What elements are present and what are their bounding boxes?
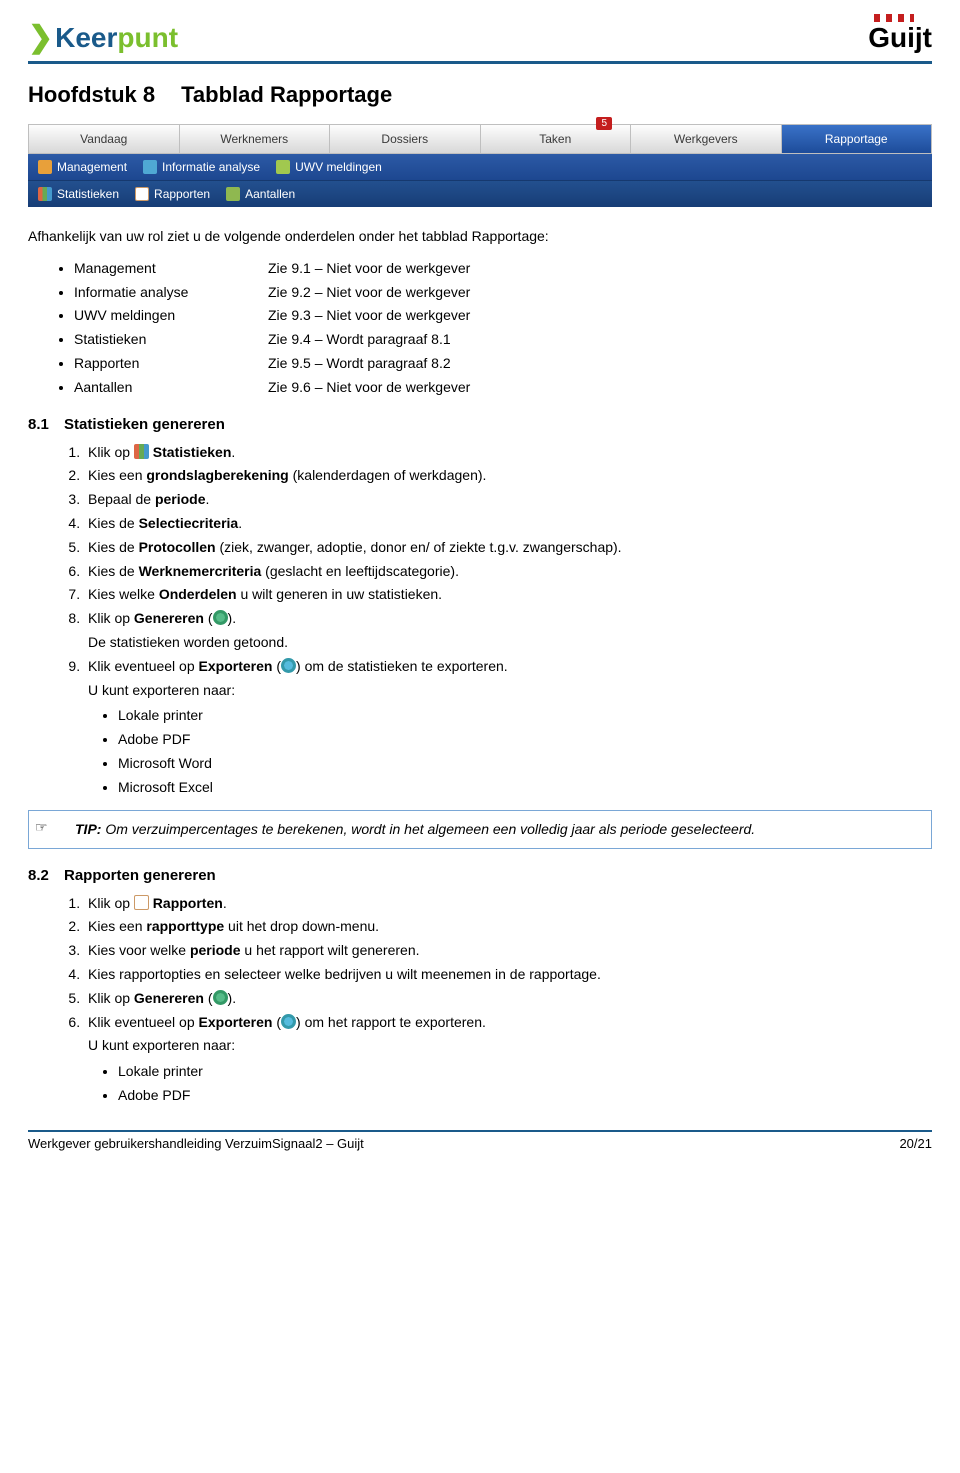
- map-right-item: Zie 9.4 – Wordt paragraaf 8.1: [268, 328, 932, 352]
- sub-aantallen[interactable]: Aantallen: [226, 187, 295, 201]
- counts-icon: [226, 187, 240, 201]
- chapter-number: Hoofdstuk 8: [28, 82, 155, 107]
- step-item: Bepaal de periode.: [84, 488, 932, 512]
- tab-vandaag[interactable]: Vandaag: [29, 125, 180, 153]
- step-item: Kies een rapporttype uit het drop down-m…: [84, 915, 932, 939]
- sub-informatie[interactable]: Informatie analyse: [143, 160, 260, 174]
- step-item: Kies de Selectiecriteria.: [84, 512, 932, 536]
- sec-title: Rapporten genereren: [64, 867, 216, 884]
- map-left-item: Statistieken: [74, 328, 268, 352]
- step-item: Kies voor welke periode u het rapport wi…: [84, 939, 932, 963]
- export-option: Microsoft Word: [118, 752, 932, 776]
- map-right-item: Zie 9.2 – Niet voor de werkgever: [268, 281, 932, 305]
- logo-keerpunt: ❯ Keerpunt: [28, 20, 178, 55]
- step-item: Kies rapportopties en selecteer welke be…: [84, 963, 932, 987]
- gear-icon: [213, 610, 228, 625]
- page-header: ❯ Keerpunt Guijt: [28, 20, 932, 55]
- tab-werkgevers[interactable]: Werkgevers: [631, 125, 782, 153]
- section-8-2-heading: 8.2Rapporten genereren: [28, 867, 932, 884]
- page-footer: Werkgever gebruikershandleiding VerzuimS…: [28, 1136, 932, 1151]
- uwv-icon: [276, 160, 290, 174]
- tab-taken-label: Taken: [539, 132, 571, 146]
- export-option: Microsoft Excel: [118, 776, 932, 800]
- mapping-table: Management Informatie analyse UWV meldin…: [28, 257, 932, 400]
- hand-icon: ☞: [35, 817, 48, 838]
- tab-rapportage[interactable]: Rapportage: [782, 125, 932, 153]
- export-icon: [281, 1014, 296, 1029]
- map-left-item: Informatie analyse: [74, 281, 268, 305]
- step-item: Klik op Genereren ().De statistieken wor…: [84, 607, 932, 655]
- mapping-right: Zie 9.1 – Niet voor de werkgever Zie 9.2…: [268, 257, 932, 400]
- footer-rule: [28, 1130, 932, 1132]
- subbar-bottom: Statistieken Rapporten Aantallen: [28, 181, 932, 207]
- export-option: Lokale printer: [118, 1060, 932, 1084]
- report-icon: [135, 187, 149, 201]
- map-right-item: Zie 9.1 – Niet voor de werkgever: [268, 257, 932, 281]
- step-item: Kies de Protocollen (ziek, zwanger, adop…: [84, 536, 932, 560]
- gear-icon: [213, 990, 228, 1005]
- sub-uwv[interactable]: UWV meldingen: [276, 160, 382, 174]
- page-title: Hoofdstuk 8 Tabblad Rapportage: [28, 82, 932, 108]
- stats-icon: [134, 444, 149, 459]
- step-item: Kies welke Onderdelen u wilt generen in …: [84, 583, 932, 607]
- footer-right: 20/21: [899, 1136, 932, 1151]
- sub-rapporten[interactable]: Rapporten: [135, 187, 210, 201]
- chapter-name: Tabblad Rapportage: [181, 82, 392, 107]
- report-icon: [134, 895, 149, 910]
- stats-icon: [38, 187, 52, 201]
- export-option: Adobe PDF: [118, 728, 932, 752]
- map-right-item: Zie 9.5 – Wordt paragraaf 8.2: [268, 352, 932, 376]
- map-right-item: Zie 9.6 – Niet voor de werkgever: [268, 376, 932, 400]
- export-icon: [281, 658, 296, 673]
- sec-title: Statistieken genereren: [64, 416, 225, 433]
- step-item: Klik eventueel op Exporteren () om het r…: [84, 1011, 932, 1108]
- subbar-top: Management Informatie analyse UWV meldin…: [28, 154, 932, 181]
- export-option: Adobe PDF: [118, 1084, 932, 1108]
- map-left-item: UWV meldingen: [74, 304, 268, 328]
- step-item: Klik op Statistieken.: [84, 441, 932, 465]
- step-item: Klik eventueel op Exporteren () om de st…: [84, 655, 932, 800]
- step-item: Kies de Werknemercriteria (geslacht en l…: [84, 560, 932, 584]
- footer-left: Werkgever gebruikershandleiding VerzuimS…: [28, 1136, 364, 1151]
- header-rule: [28, 61, 932, 64]
- logo-guijt: Guijt: [868, 22, 932, 54]
- tip-label: TIP:: [75, 821, 101, 837]
- tip-box: ☞ TIP: Om verzuimpercentages te berekene…: [28, 810, 932, 849]
- sub-management[interactable]: Management: [38, 160, 127, 174]
- info-icon: [143, 160, 157, 174]
- steps-8-2: Klik op Rapporten. Kies een rapporttype …: [28, 892, 932, 1108]
- intro-text: Afhankelijk van uw rol ziet u de volgend…: [28, 225, 932, 249]
- logo-text-1: Keer: [55, 22, 117, 54]
- section-8-1-heading: 8.1Statistieken genereren: [28, 416, 932, 433]
- tab-taken[interactable]: Taken 5: [481, 125, 632, 153]
- sub-statistieken[interactable]: Statistieken: [38, 187, 119, 201]
- tab-werknemers[interactable]: Werknemers: [180, 125, 331, 153]
- map-left-item: Management: [74, 257, 268, 281]
- steps-8-1: Klik op Statistieken. Kies een grondslag…: [28, 441, 932, 800]
- step-item: Kies een grondslagberekening (kalenderda…: [84, 464, 932, 488]
- tip-text: Om verzuimpercentages te berekenen, word…: [101, 821, 755, 837]
- map-left-item: Aantallen: [74, 376, 268, 400]
- management-icon: [38, 160, 52, 174]
- sec-num: 8.1: [28, 416, 64, 433]
- tab-dossiers[interactable]: Dossiers: [330, 125, 481, 153]
- badge-count: 5: [596, 117, 612, 130]
- export-option: Lokale printer: [118, 704, 932, 728]
- app-screenshot: Vandaag Werknemers Dossiers Taken 5 Werk…: [28, 124, 932, 207]
- map-left-item: Rapporten: [74, 352, 268, 376]
- swoosh-icon: ❯: [28, 20, 53, 55]
- step-item: Klik op Genereren ().: [84, 987, 932, 1011]
- step-item: Klik op Rapporten.: [84, 892, 932, 916]
- sec-num: 8.2: [28, 867, 64, 884]
- tab-bar: Vandaag Werknemers Dossiers Taken 5 Werk…: [28, 124, 932, 154]
- map-right-item: Zie 9.3 – Niet voor de werkgever: [268, 304, 932, 328]
- logo-text-2: punt: [117, 22, 178, 54]
- mapping-left: Management Informatie analyse UWV meldin…: [28, 257, 268, 400]
